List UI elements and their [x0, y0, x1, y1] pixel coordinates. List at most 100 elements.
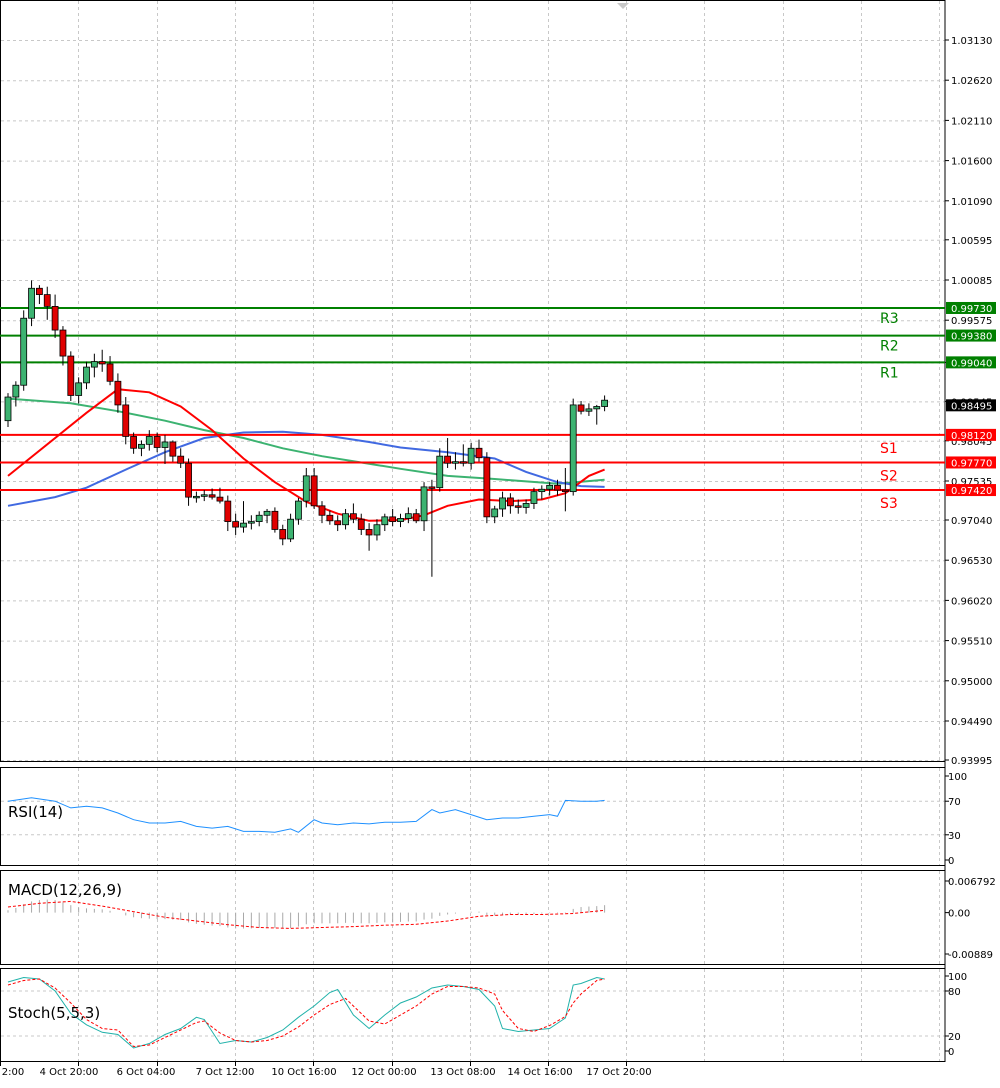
- candle: [593, 404, 601, 425]
- candle: [224, 495, 232, 532]
- time-tick-label: 10 Oct 16:00: [271, 1067, 336, 1078]
- candle: [412, 508, 420, 524]
- macd-tick-label: 0.00: [948, 909, 970, 920]
- time-tick-label: 7 Oct 12:00: [196, 1067, 255, 1078]
- stoch-title: Stoch(5,5,3): [8, 1004, 100, 1022]
- candle: [404, 507, 412, 524]
- candle: [577, 400, 585, 415]
- candle: [459, 444, 467, 467]
- price-tick-label: 1.00595: [951, 236, 992, 247]
- level-s3-price-tag: [946, 484, 996, 497]
- time-tick-label: 12 Oct 00:00: [351, 1067, 416, 1078]
- price-tick-label: 0.99575: [951, 316, 992, 327]
- candle: [554, 479, 561, 496]
- candle: [279, 524, 287, 546]
- price-tick-label: 1.01090: [951, 197, 992, 208]
- level-r1-price: 0.99040: [951, 358, 992, 369]
- candle: [397, 513, 404, 528]
- stoch-tick-label: 0: [948, 1047, 954, 1058]
- candle: [161, 434, 169, 465]
- candle: [177, 448, 185, 468]
- candle: [130, 432, 138, 454]
- candle: [538, 485, 546, 500]
- candle: [514, 499, 522, 514]
- candle: [389, 508, 397, 527]
- candle: [200, 490, 208, 502]
- candle: [310, 467, 318, 509]
- macd-tick-label: 0.006792: [948, 877, 996, 888]
- price-tick-label: 0.94490: [951, 717, 992, 728]
- price-tick-label: 1.02110: [951, 116, 992, 127]
- price-tick-label: 0.95510: [951, 637, 992, 648]
- level-r3-label: R3: [880, 311, 899, 327]
- price-pane: R3 R2 R1 S1 S2 S3: [0, 280, 945, 577]
- candle: [153, 432, 161, 453]
- level-s2-label: S2: [880, 468, 898, 484]
- rsi-tick-label: 0: [948, 856, 954, 867]
- macd-pane: MACD(12,26,9): [7, 881, 606, 929]
- level-s2-price: 0.97770: [951, 458, 992, 469]
- candle: [169, 440, 177, 462]
- time-tick-label: 13 Oct 08:00: [430, 1067, 495, 1078]
- time-tick-label: 14 Oct 16:00: [507, 1067, 572, 1078]
- candle: [569, 398, 577, 496]
- price-frame: [0, 0, 946, 762]
- rsi-tick-label: 70: [948, 797, 961, 808]
- current-price-value: 0.98495: [951, 401, 992, 412]
- level-s2-price-tag: [946, 456, 996, 469]
- candle: [208, 488, 216, 500]
- candle: [561, 467, 569, 512]
- candle: [51, 294, 59, 338]
- rsi-tick-label: 100: [948, 772, 967, 783]
- candle: [365, 523, 373, 551]
- candle: [28, 280, 35, 327]
- candle: [75, 377, 83, 404]
- scroll-marker-icon: [617, 3, 629, 9]
- time-tick-label: 2:00: [2, 1067, 24, 1078]
- candle: [475, 439, 483, 462]
- candle: [530, 487, 538, 509]
- grid-lines: [0, 1, 945, 1061]
- level-r1-price-tag: [946, 356, 996, 369]
- time-tick-label: 17 Oct 20:00: [586, 1067, 651, 1078]
- candle: [452, 452, 459, 470]
- macd-title: MACD(12,26,9): [8, 881, 122, 899]
- rsi-tick-label: 30: [948, 831, 961, 842]
- candle: [357, 513, 365, 535]
- candle: [585, 403, 593, 416]
- candle: [546, 482, 554, 496]
- candle: [232, 513, 240, 535]
- candle: [4, 393, 12, 427]
- price-tick-label: 1.00085: [951, 276, 992, 287]
- candle: [83, 361, 90, 390]
- level-s1-label: S1: [880, 441, 898, 457]
- candle: [483, 452, 491, 524]
- level-r1-label: R1: [880, 365, 899, 381]
- stoch-pane: Stoch(5,5,3): [7, 976, 605, 1049]
- pane-frames: [0, 0, 946, 1062]
- candle: [145, 430, 153, 451]
- candle: [287, 513, 295, 543]
- green-moving-average-line: [7, 397, 605, 485]
- candle: [114, 373, 122, 413]
- time-tick-label: 6 Oct 04:00: [117, 1067, 176, 1078]
- price-tick-label: 1.02620: [951, 76, 992, 87]
- candle: [302, 467, 310, 508]
- candle: [263, 508, 271, 524]
- level-s3-price: 0.97420: [951, 486, 992, 497]
- candle: [373, 519, 381, 541]
- candle: [106, 356, 114, 386]
- candle: [247, 515, 255, 530]
- candle: [240, 501, 247, 533]
- price-tick-label: 0.97040: [951, 516, 992, 527]
- candle: [20, 310, 28, 391]
- price-tick-label: 0.98045: [951, 437, 992, 448]
- candle: [59, 326, 67, 366]
- level-r2-label: R2: [880, 339, 899, 355]
- rsi-pane: RSI(14): [7, 797, 605, 833]
- candle: [444, 438, 452, 468]
- candle: [499, 491, 506, 517]
- candle: [522, 499, 530, 514]
- price-tick-label: 0.96020: [951, 596, 992, 607]
- price-tick-label: 0.95000: [951, 677, 992, 688]
